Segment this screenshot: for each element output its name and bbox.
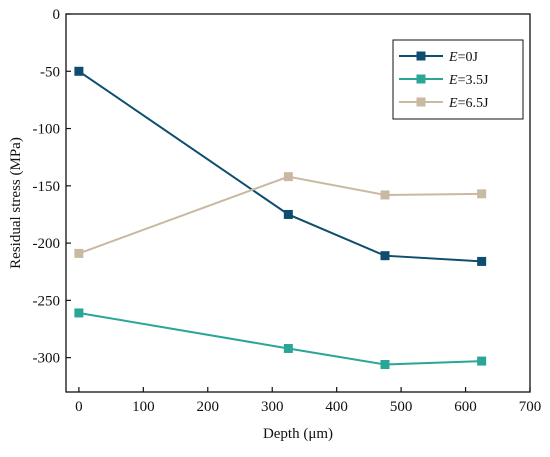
legend-label: E=0J	[448, 50, 478, 65]
legend-marker	[416, 97, 426, 107]
x-tick-label: 500	[390, 399, 413, 415]
data-point	[283, 209, 293, 219]
legend-item: E=0J	[399, 50, 478, 65]
y-tick-label: -150	[33, 179, 61, 195]
data-point	[477, 256, 487, 266]
data-point	[283, 172, 293, 182]
x-tick-label: 600	[454, 399, 477, 415]
y-tick-label: -200	[33, 236, 61, 252]
series-1	[74, 308, 487, 370]
series-layer	[74, 66, 487, 370]
legend-item: E=3.5J	[399, 73, 489, 88]
x-tick-label: 400	[325, 399, 348, 415]
data-point	[380, 360, 390, 370]
data-point	[477, 189, 487, 199]
data-point	[380, 251, 390, 261]
data-point	[74, 66, 84, 76]
x-tick-label: 0	[75, 399, 83, 415]
legend-label-prefix: E	[448, 73, 458, 88]
legend-label-suffix: =0J	[458, 50, 479, 65]
y-tick-label: -100	[33, 122, 61, 138]
tick-layer: 0 100 200 300 400 500 600 700 0 -50 -100 -150 -200 -2…	[33, 7, 542, 415]
legend: E=0JE=3.5JE=6.5J	[392, 39, 524, 120]
data-point	[74, 248, 84, 258]
data-point	[283, 343, 293, 353]
y-tick-label: -300	[33, 351, 61, 367]
series-line	[78, 175, 482, 255]
legend-marker	[416, 51, 426, 61]
y-tick-label: -50	[40, 64, 60, 80]
legend-label-suffix: =6.5J	[458, 96, 489, 111]
x-tick-label: 300	[261, 399, 284, 415]
y-tick-label: -250	[33, 293, 61, 309]
x-axis-title: Depth (μm)	[263, 426, 333, 442]
data-point	[477, 356, 487, 366]
legend-label-prefix: E	[448, 50, 458, 65]
x-tick-label: 100	[132, 399, 155, 415]
plot-frame	[65, 13, 531, 393]
series-line	[78, 311, 482, 366]
series-line	[78, 70, 482, 263]
legend-item: E=6.5J	[399, 96, 489, 111]
legend-label-prefix: E	[448, 96, 458, 111]
y-tick-label: 0	[53, 7, 61, 23]
series-0	[74, 66, 487, 266]
legend-marker	[416, 74, 426, 84]
data-point	[74, 308, 84, 318]
y-axis-title: Residual stress (MPa)	[8, 137, 24, 269]
legend-label: E=3.5J	[448, 73, 489, 88]
x-tick-label: 700	[519, 399, 542, 415]
x-tick-label: 200	[197, 399, 220, 415]
legend-label: E=6.5J	[448, 96, 489, 111]
data-point	[380, 190, 390, 200]
legend-label-suffix: =3.5J	[458, 73, 489, 88]
series-2	[74, 172, 487, 258]
